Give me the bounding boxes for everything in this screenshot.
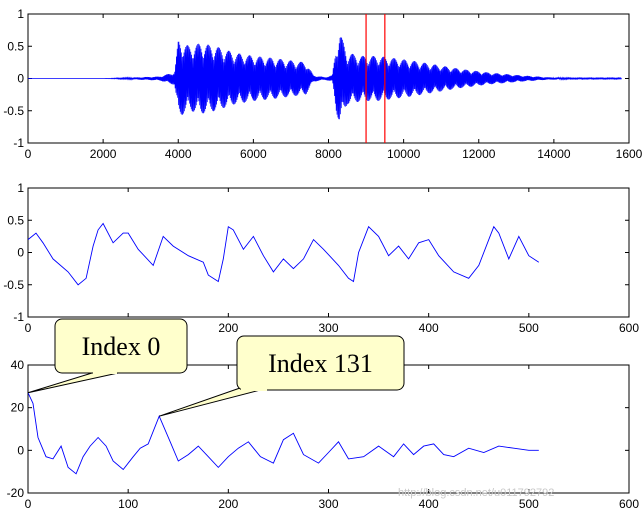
- y-tick-label: 0: [17, 443, 24, 457]
- y-tick-label: 1: [17, 181, 24, 195]
- x-tick-label: 300: [318, 321, 338, 335]
- x-tick-label: 400: [419, 497, 439, 511]
- x-tick-label: 600: [619, 497, 639, 511]
- x-tick-label: 100: [118, 497, 138, 511]
- x-tick-label: 200: [218, 497, 238, 511]
- y-tick-label: -1: [13, 310, 24, 324]
- y-tick-label: -1: [13, 136, 24, 150]
- callout-box: [54, 318, 188, 374]
- x-tick-label: 8000: [315, 147, 342, 161]
- x-tick-label: 2000: [90, 147, 117, 161]
- y-tick-label: 1: [17, 7, 24, 21]
- watermark: http://blog.csdn.net/u011792792: [398, 487, 554, 499]
- series-line: [28, 392, 539, 475]
- x-tick-label: 400: [419, 321, 439, 335]
- callout-joint: [241, 388, 267, 391]
- x-tick-label: 10000: [387, 147, 421, 161]
- x-tick-label: 0: [25, 497, 32, 511]
- y-tick-label: -0.5: [3, 104, 24, 118]
- x-tick-label: 4000: [165, 147, 192, 161]
- y-tick-label: 0.5: [7, 213, 24, 227]
- x-tick-label: 1600: [616, 147, 642, 161]
- y-tick-label: 0: [17, 246, 24, 260]
- x-tick-label: 200: [218, 321, 238, 335]
- x-tick-label: 0: [25, 147, 32, 161]
- callout-label: Index 0: [82, 332, 161, 361]
- callout-label: Index 131: [268, 349, 373, 378]
- x-tick-label: 0: [25, 321, 32, 335]
- y-tick-label: 20: [11, 401, 25, 415]
- plot-frame: [27, 187, 630, 318]
- y-tick-label: 40: [11, 358, 25, 372]
- x-tick-label: 500: [519, 321, 539, 335]
- series-line: [28, 222, 540, 286]
- y-tick-label: -20: [7, 486, 25, 500]
- y-tick-label: 0: [17, 72, 24, 86]
- x-tick-label: 12000: [462, 147, 496, 161]
- callout-0: Index 0: [27, 318, 188, 394]
- frame-panel: 010020030040050060010.50-0.5-1: [3, 181, 639, 335]
- callout-box: [236, 335, 405, 391]
- x-tick-label: 600: [619, 321, 639, 335]
- y-tick-label: 0.5: [7, 39, 24, 53]
- x-tick-label: 500: [519, 497, 539, 511]
- callout-joint: [93, 371, 117, 374]
- x-tick-label: 14000: [537, 147, 571, 161]
- y-tick-label: -0.5: [3, 278, 24, 292]
- waveform-panel: 0 2000 4000 6000 8000 10000 12000 14000 1600 1 0.5…: [3, 7, 642, 161]
- callout-1: Index 131: [159, 335, 405, 417]
- x-tick-label: 6000: [240, 147, 267, 161]
- x-tick-label: 300: [318, 497, 338, 511]
- waveform-line: [28, 37, 622, 120]
